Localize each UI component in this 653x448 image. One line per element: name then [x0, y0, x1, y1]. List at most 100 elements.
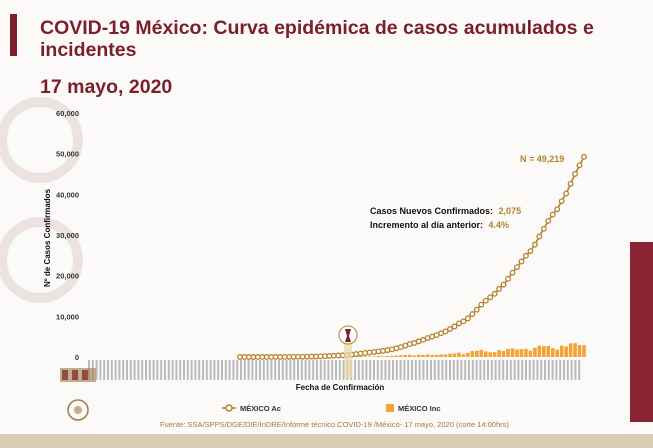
cumulative-point	[567, 180, 574, 187]
x-tick-mark	[464, 360, 467, 380]
incident-bar	[492, 352, 497, 357]
x-tick-mark	[171, 360, 174, 380]
x-tick-mark	[335, 360, 337, 380]
x-tick-mark	[293, 360, 296, 380]
x-tick-mark	[376, 360, 379, 380]
x-tick-mark	[578, 360, 581, 380]
incident-bar	[416, 354, 421, 357]
x-tick-mark	[255, 360, 258, 380]
x-tick-mark	[506, 360, 508, 380]
x-tick-mark	[308, 360, 311, 380]
x-tick-mark	[152, 360, 155, 380]
x-tick-mark	[373, 360, 375, 380]
x-tick-mark	[407, 360, 410, 380]
incident-bar	[385, 355, 390, 357]
cumulative-point	[491, 290, 498, 297]
incident-bar	[461, 354, 466, 357]
cumulative-point	[581, 153, 587, 160]
x-tick-mark	[517, 360, 520, 380]
y-tick-label: 60,000	[56, 109, 79, 118]
incident-bar	[403, 355, 408, 357]
incident-bar	[421, 354, 425, 357]
new-cases-annotation: Casos Nuevos Confirmados: 2,075	[370, 206, 521, 216]
new-cases-label: Casos Nuevos Confirmados:	[370, 206, 493, 216]
x-tick-mark	[414, 360, 417, 380]
legend-item-cumulative: MÉXICO Ac	[222, 404, 281, 413]
x-tick-labels	[88, 360, 581, 380]
x-tick-mark	[107, 360, 109, 380]
x-tick-mark	[110, 360, 113, 380]
cumulative-point	[509, 269, 516, 276]
total-cases-annotation: N = 49,219	[520, 154, 564, 164]
incident-bar	[550, 348, 555, 357]
event-marker-icon	[338, 325, 358, 378]
x-tick-mark	[224, 360, 227, 380]
incident-bar	[443, 354, 448, 357]
x-tick-mark	[243, 360, 246, 380]
incident-bar	[573, 343, 577, 357]
x-tick-mark	[331, 360, 334, 380]
x-tick-mark	[532, 360, 535, 380]
incident-bar	[474, 350, 479, 357]
new-cases-value: 2,075	[499, 206, 522, 216]
incident-bar	[434, 354, 439, 357]
x-tick-mark	[426, 360, 429, 380]
x-tick-mark	[221, 360, 223, 380]
incident-bar	[367, 356, 372, 357]
x-tick-mark	[278, 360, 280, 380]
x-tick-mark	[513, 360, 516, 380]
incident-bar	[555, 349, 559, 357]
x-tick-mark	[483, 360, 486, 380]
incident-bar	[510, 348, 515, 357]
x-tick-mark	[430, 360, 432, 380]
incident-bar	[372, 356, 376, 357]
cumulative-point	[572, 170, 579, 177]
x-tick-mark	[316, 360, 318, 380]
x-tick-mark	[228, 360, 231, 380]
incident-bar	[430, 354, 434, 357]
incident-bar	[407, 354, 412, 357]
incident-bar	[376, 356, 381, 357]
x-tick-mark	[323, 360, 326, 380]
x-tick-mark	[479, 360, 482, 380]
x-tick-mark	[133, 360, 136, 380]
incident-bar	[582, 345, 586, 357]
x-tick-mark	[475, 360, 478, 380]
legend-item-incident: MÉXICO Inc	[386, 404, 441, 413]
cumulative-point	[478, 301, 485, 308]
cumulative-point	[514, 264, 520, 271]
x-tick-mark	[540, 360, 543, 380]
cumulative-point	[451, 323, 458, 330]
government-logo	[60, 368, 96, 421]
x-tick-mark	[338, 360, 341, 380]
y-tick-label: 0	[75, 353, 79, 362]
cumulative-point	[442, 328, 449, 335]
x-tick-mark	[384, 360, 387, 380]
cumulative-point	[549, 211, 556, 218]
x-tick-mark	[148, 360, 151, 380]
x-tick-mark	[437, 360, 440, 380]
y-tick-label: 20,000	[56, 272, 79, 281]
x-tick-mark	[369, 360, 372, 380]
incident-bar	[537, 345, 542, 357]
x-tick-mark	[422, 360, 425, 380]
cumulative-point	[576, 162, 583, 169]
incident-bar	[497, 350, 501, 357]
incident-bar	[577, 344, 582, 357]
x-tick-mark	[544, 360, 546, 380]
legend-label-cumulative: MÉXICO Ac	[240, 404, 281, 413]
incident-bar	[488, 352, 492, 357]
y-tick-label: 50,000	[56, 150, 79, 159]
x-tick-mark	[179, 360, 182, 380]
x-tick-mark	[99, 360, 102, 380]
incident-bar	[390, 355, 394, 357]
x-tick-mark	[164, 360, 166, 380]
x-tick-mark	[468, 360, 470, 380]
x-axis-label: Fecha de Confirmación	[296, 383, 385, 392]
cumulative-point	[536, 233, 543, 240]
source-note: Fuente: SSA/SPPS/DGE/DIE/InDRE/Informe t…	[160, 420, 509, 429]
x-tick-mark	[380, 360, 383, 380]
x-tick-mark	[574, 360, 577, 380]
x-tick-mark	[433, 360, 436, 380]
